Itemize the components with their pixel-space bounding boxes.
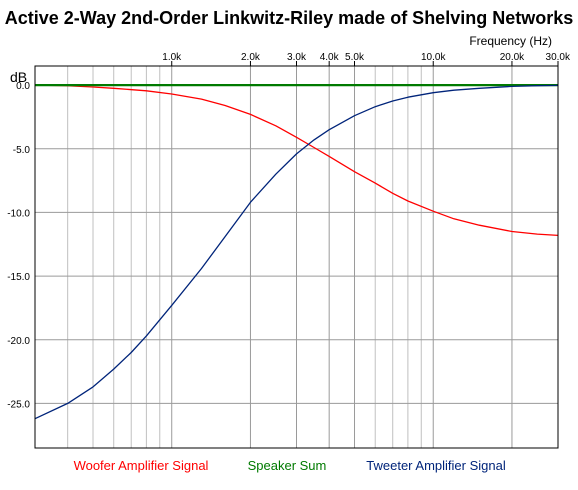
x-tick-label: 20.0k [500, 52, 525, 63]
chart-title: Active 2-Way 2nd-Order Linkwitz-Riley ma… [5, 8, 573, 28]
x-tick-label: 10.0k [421, 52, 446, 63]
y-tick-labels: 0.0 -5.0 -10.0 -15.0 -20.0 -25.0 [7, 81, 30, 410]
y-tick-label: -15.0 [7, 272, 30, 283]
y-tick-label: -5.0 [13, 145, 31, 156]
plot-frame [34, 65, 559, 449]
legend-tweeter: Tweeter Amplifier Signal [366, 458, 506, 473]
x-tick-label: 4.0k [320, 52, 340, 63]
series-line-woofer-amplifier-signal [34, 84, 559, 237]
y-tick-label: -25.0 [7, 399, 30, 410]
x-tick-label: 1.0k [162, 52, 182, 63]
legend-woofer: Woofer Amplifier Signal [74, 458, 209, 473]
y-tick-label: 0.0 [16, 81, 30, 92]
x-tick-label: 3.0k [287, 52, 307, 63]
series-line-tweeter-amplifier-signal [34, 84, 559, 420]
x-tick-label: 2.0k [241, 52, 261, 63]
y-tick-label: -20.0 [7, 336, 30, 347]
x-tick-labels: 1.0k 2.0k 3.0k 4.0k 5.0k 10.0k 20.0k 30.0k [162, 52, 571, 63]
x-axis-label: Frequency (Hz) [469, 34, 552, 48]
y-axis-label: dB [10, 69, 27, 85]
legend-speaker-sum: Speaker Sum [248, 458, 327, 473]
series-lines [34, 83, 559, 420]
x-tick-label: 30.0k [546, 52, 571, 63]
x-tick-label: 5.0k [345, 52, 365, 63]
y-tick-label: -10.0 [7, 208, 30, 219]
